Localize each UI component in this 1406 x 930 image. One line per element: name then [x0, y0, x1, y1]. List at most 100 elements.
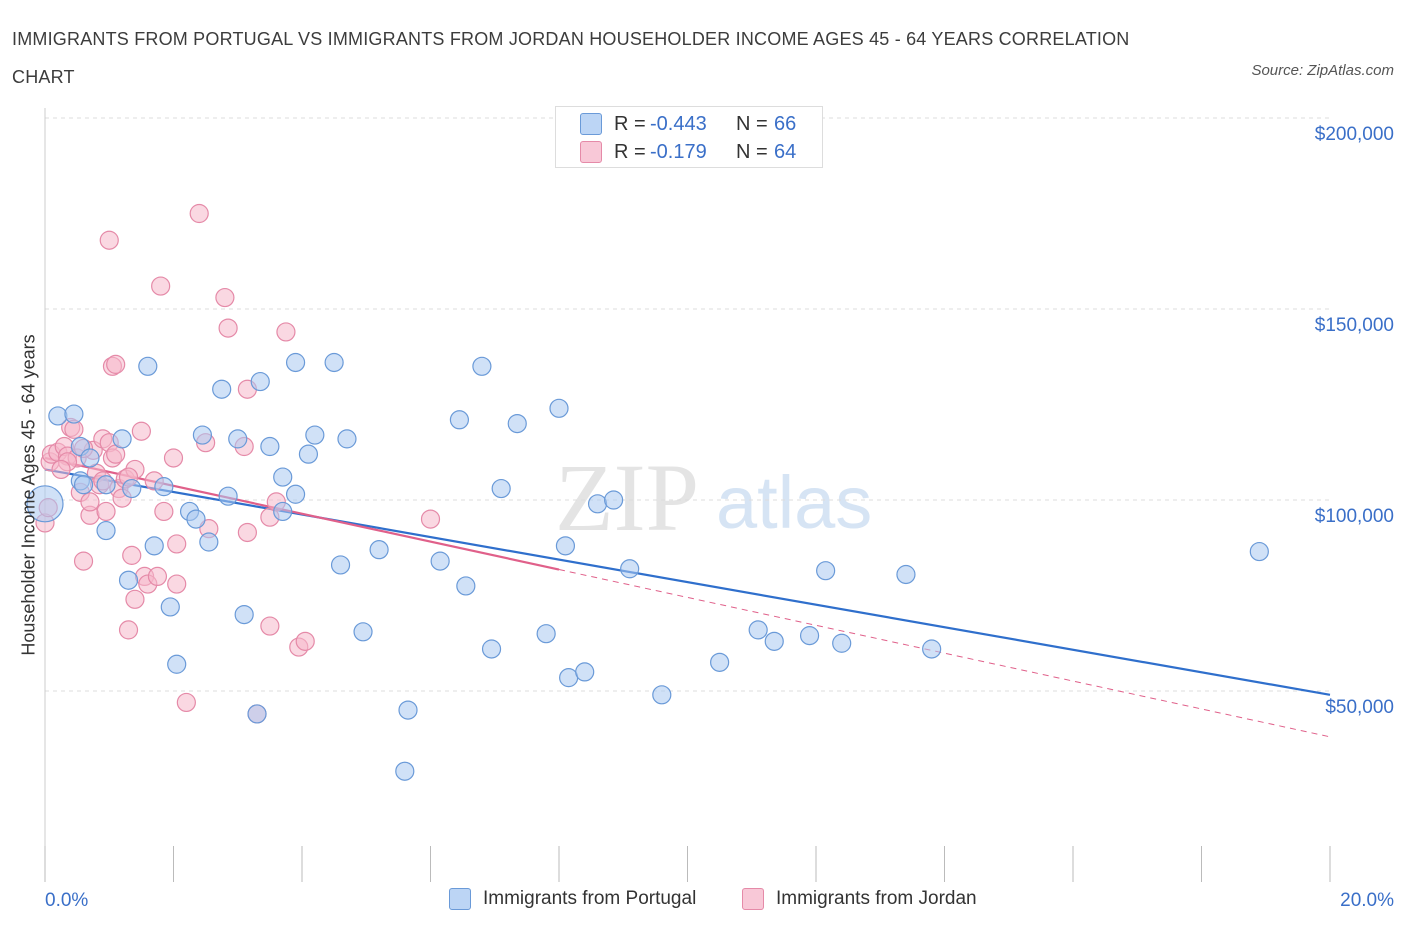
portugal-point: [559, 668, 579, 688]
jordan-point: [167, 534, 187, 554]
jordan-legend-swatch: [742, 888, 764, 910]
portugal-point: [472, 356, 492, 376]
jordan-point: [96, 501, 116, 522]
jordan-point: [147, 566, 168, 587]
n-label: N =: [736, 140, 768, 163]
portugal-point: [353, 622, 373, 642]
jordan-point: [176, 692, 196, 713]
jordan-point: [51, 459, 71, 480]
legend-row-portugal: R = -0.443 N = 66: [580, 111, 796, 137]
jordan-point: [218, 318, 238, 338]
portugal-point: [549, 398, 569, 418]
portugal-point: [80, 448, 100, 468]
portugal-point: [710, 652, 730, 672]
portugal-point: [26, 485, 64, 523]
r-label: R =: [614, 112, 646, 135]
data-points: [26, 203, 1269, 781]
portugal-point: [260, 436, 280, 457]
portugal-point: [199, 532, 219, 552]
grid-lines: [45, 117, 1330, 692]
portugal-point: [73, 475, 94, 495]
jordan-point: [163, 448, 184, 468]
portugal-point: [48, 406, 68, 426]
portugal-point: [118, 570, 139, 590]
jordan-point: [295, 631, 315, 651]
portugal-point: [218, 486, 238, 506]
n-value: 64: [774, 140, 797, 163]
portugal-legend-swatch: [449, 888, 471, 910]
legend-label-jordan: Immigrants from Jordan: [776, 888, 977, 909]
portugal-point: [250, 371, 270, 392]
portugal-point: [604, 490, 624, 510]
portugal-point: [167, 654, 187, 674]
portugal-point: [234, 604, 254, 625]
portugal-point: [896, 564, 916, 585]
r-value: -0.443: [650, 112, 707, 135]
y-axis-label: Householder Income Ages 45 - 64 years: [18, 334, 39, 656]
jordan-point: [154, 501, 174, 522]
legend-item-portugal: Immigrants from Portugal: [449, 888, 696, 910]
portugal-point: [536, 624, 556, 644]
jordan-point: [118, 620, 139, 640]
n-value: 66: [774, 112, 797, 135]
portugal-point: [1249, 541, 1269, 562]
portugal-point: [298, 444, 319, 464]
portugal-point: [330, 555, 351, 575]
jordan-point: [260, 616, 280, 636]
portugal-point: [112, 429, 132, 449]
portugal-point: [748, 620, 768, 640]
source-label: Source: ZipAtlas.com: [1251, 62, 1394, 79]
portugal-point: [620, 559, 640, 579]
portugal-point: [122, 478, 142, 499]
portugal-point: [555, 536, 576, 556]
portugal-point: [305, 425, 325, 445]
portugal-point: [764, 631, 784, 651]
legend-item-jordan: Immigrants from Jordan: [742, 888, 977, 910]
portugal-point: [186, 509, 206, 529]
legend-label-portugal: Immigrants from Portugal: [483, 888, 697, 909]
jordan-swatch: [580, 141, 602, 163]
portugal-point: [922, 639, 942, 659]
y-tick-label: $100,000: [1314, 506, 1394, 527]
portugal-point: [96, 520, 116, 541]
portugal-point: [652, 685, 672, 705]
portugal-point: [507, 414, 527, 434]
portugal-point: [816, 561, 836, 581]
portugal-point: [154, 477, 174, 497]
y-tick-label: $200,000: [1314, 124, 1394, 145]
jordan-point: [99, 230, 119, 250]
portugal-point: [160, 597, 180, 617]
jordan-point: [106, 354, 126, 374]
jordan-point: [73, 551, 94, 571]
y-tick-label: $150,000: [1314, 315, 1394, 336]
n-label: N =: [736, 112, 768, 135]
jordan-point: [237, 522, 257, 543]
jordan-point: [122, 545, 142, 565]
portugal-point: [575, 662, 595, 682]
portugal-point: [369, 540, 389, 560]
x-tick-label-max: 20.0%: [1340, 890, 1394, 911]
portugal-point: [285, 352, 306, 373]
portugal-point: [247, 704, 267, 724]
jordan-point: [276, 322, 296, 342]
jordan-point: [420, 509, 441, 529]
watermark: ZIP atlas: [555, 444, 872, 551]
portugal-point: [587, 494, 608, 514]
chart-title: IMMIGRANTS FROM PORTUGAL VS IMMIGRANTS F…: [12, 29, 1130, 87]
portugal-point: [273, 501, 293, 522]
jordan-trend-line-dashed: [558, 569, 1331, 738]
r-value: -0.179: [650, 140, 707, 163]
portugal-point: [144, 536, 164, 556]
watermark-zip: ZIP: [555, 444, 699, 551]
portugal-point: [398, 700, 418, 720]
portugal-point: [273, 467, 293, 487]
portugal-point: [481, 639, 502, 659]
portugal-point: [430, 551, 450, 571]
portugal-point: [96, 475, 116, 495]
x-tick-label-min: 0.0%: [45, 890, 89, 911]
portugal-point: [395, 761, 415, 781]
portugal-point: [228, 429, 248, 449]
portugal-point: [192, 425, 213, 445]
legend-row-jordan: R = -0.179 N = 64: [580, 139, 796, 165]
portugal-point: [138, 356, 158, 376]
